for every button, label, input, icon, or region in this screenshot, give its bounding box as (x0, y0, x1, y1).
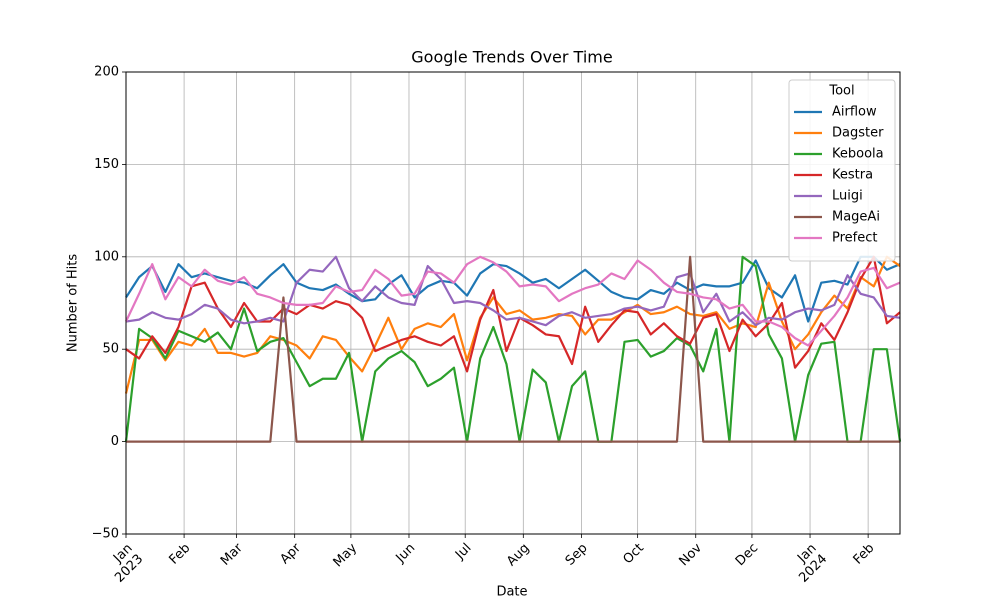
x-tick-label: Dec (733, 541, 761, 569)
y-tick-label: 100 (94, 249, 119, 264)
legend-label: MageAi (832, 210, 880, 225)
legend-label: Kestra (832, 168, 873, 183)
x-tick-label: Apr (277, 540, 304, 567)
x-tick-label: Sep (563, 541, 591, 569)
x-tick-label: Aug (504, 541, 533, 570)
x-tick-label: Jun (393, 541, 419, 567)
legend-box (788, 79, 896, 262)
x-tick-label: May (331, 540, 361, 570)
y-axis-label: Number of Hits (66, 254, 81, 353)
series-line (124, 255, 901, 394)
x-tick-label: Jan2023 (101, 541, 146, 586)
y-tick-label: −50 (92, 527, 119, 542)
y-tick-label: 0 (111, 434, 119, 449)
legend-label: Airflow (832, 105, 877, 120)
legend-label: Keboola (832, 147, 884, 162)
x-tick-label: Feb (851, 541, 878, 568)
series-line (124, 255, 902, 443)
x-tick-label: Jul (452, 541, 474, 563)
y-tick-label: 50 (102, 342, 119, 357)
x-tick-label: Mar (218, 540, 246, 568)
legend-title: Tool (828, 84, 854, 99)
legend-label: Dagster (832, 126, 884, 141)
x-axis-label: Date (496, 585, 527, 600)
legend-label: Luigi (832, 189, 863, 204)
series-line (125, 255, 901, 373)
y-tick-label: 200 (94, 65, 119, 80)
series-line (125, 255, 901, 327)
x-tick-label: Nov (676, 540, 705, 569)
plot-frame (125, 71, 901, 535)
x-tick-label: Oct (620, 541, 647, 568)
x-tick-label: Jan2024 (785, 541, 830, 586)
x-tick-label: Feb (167, 541, 194, 568)
chart-title: Google Trends Over Time (411, 48, 612, 67)
series-line (126, 255, 900, 443)
series-line (125, 255, 901, 347)
y-tick-label: 150 (94, 157, 119, 172)
legend-label: Prefect (832, 231, 878, 246)
